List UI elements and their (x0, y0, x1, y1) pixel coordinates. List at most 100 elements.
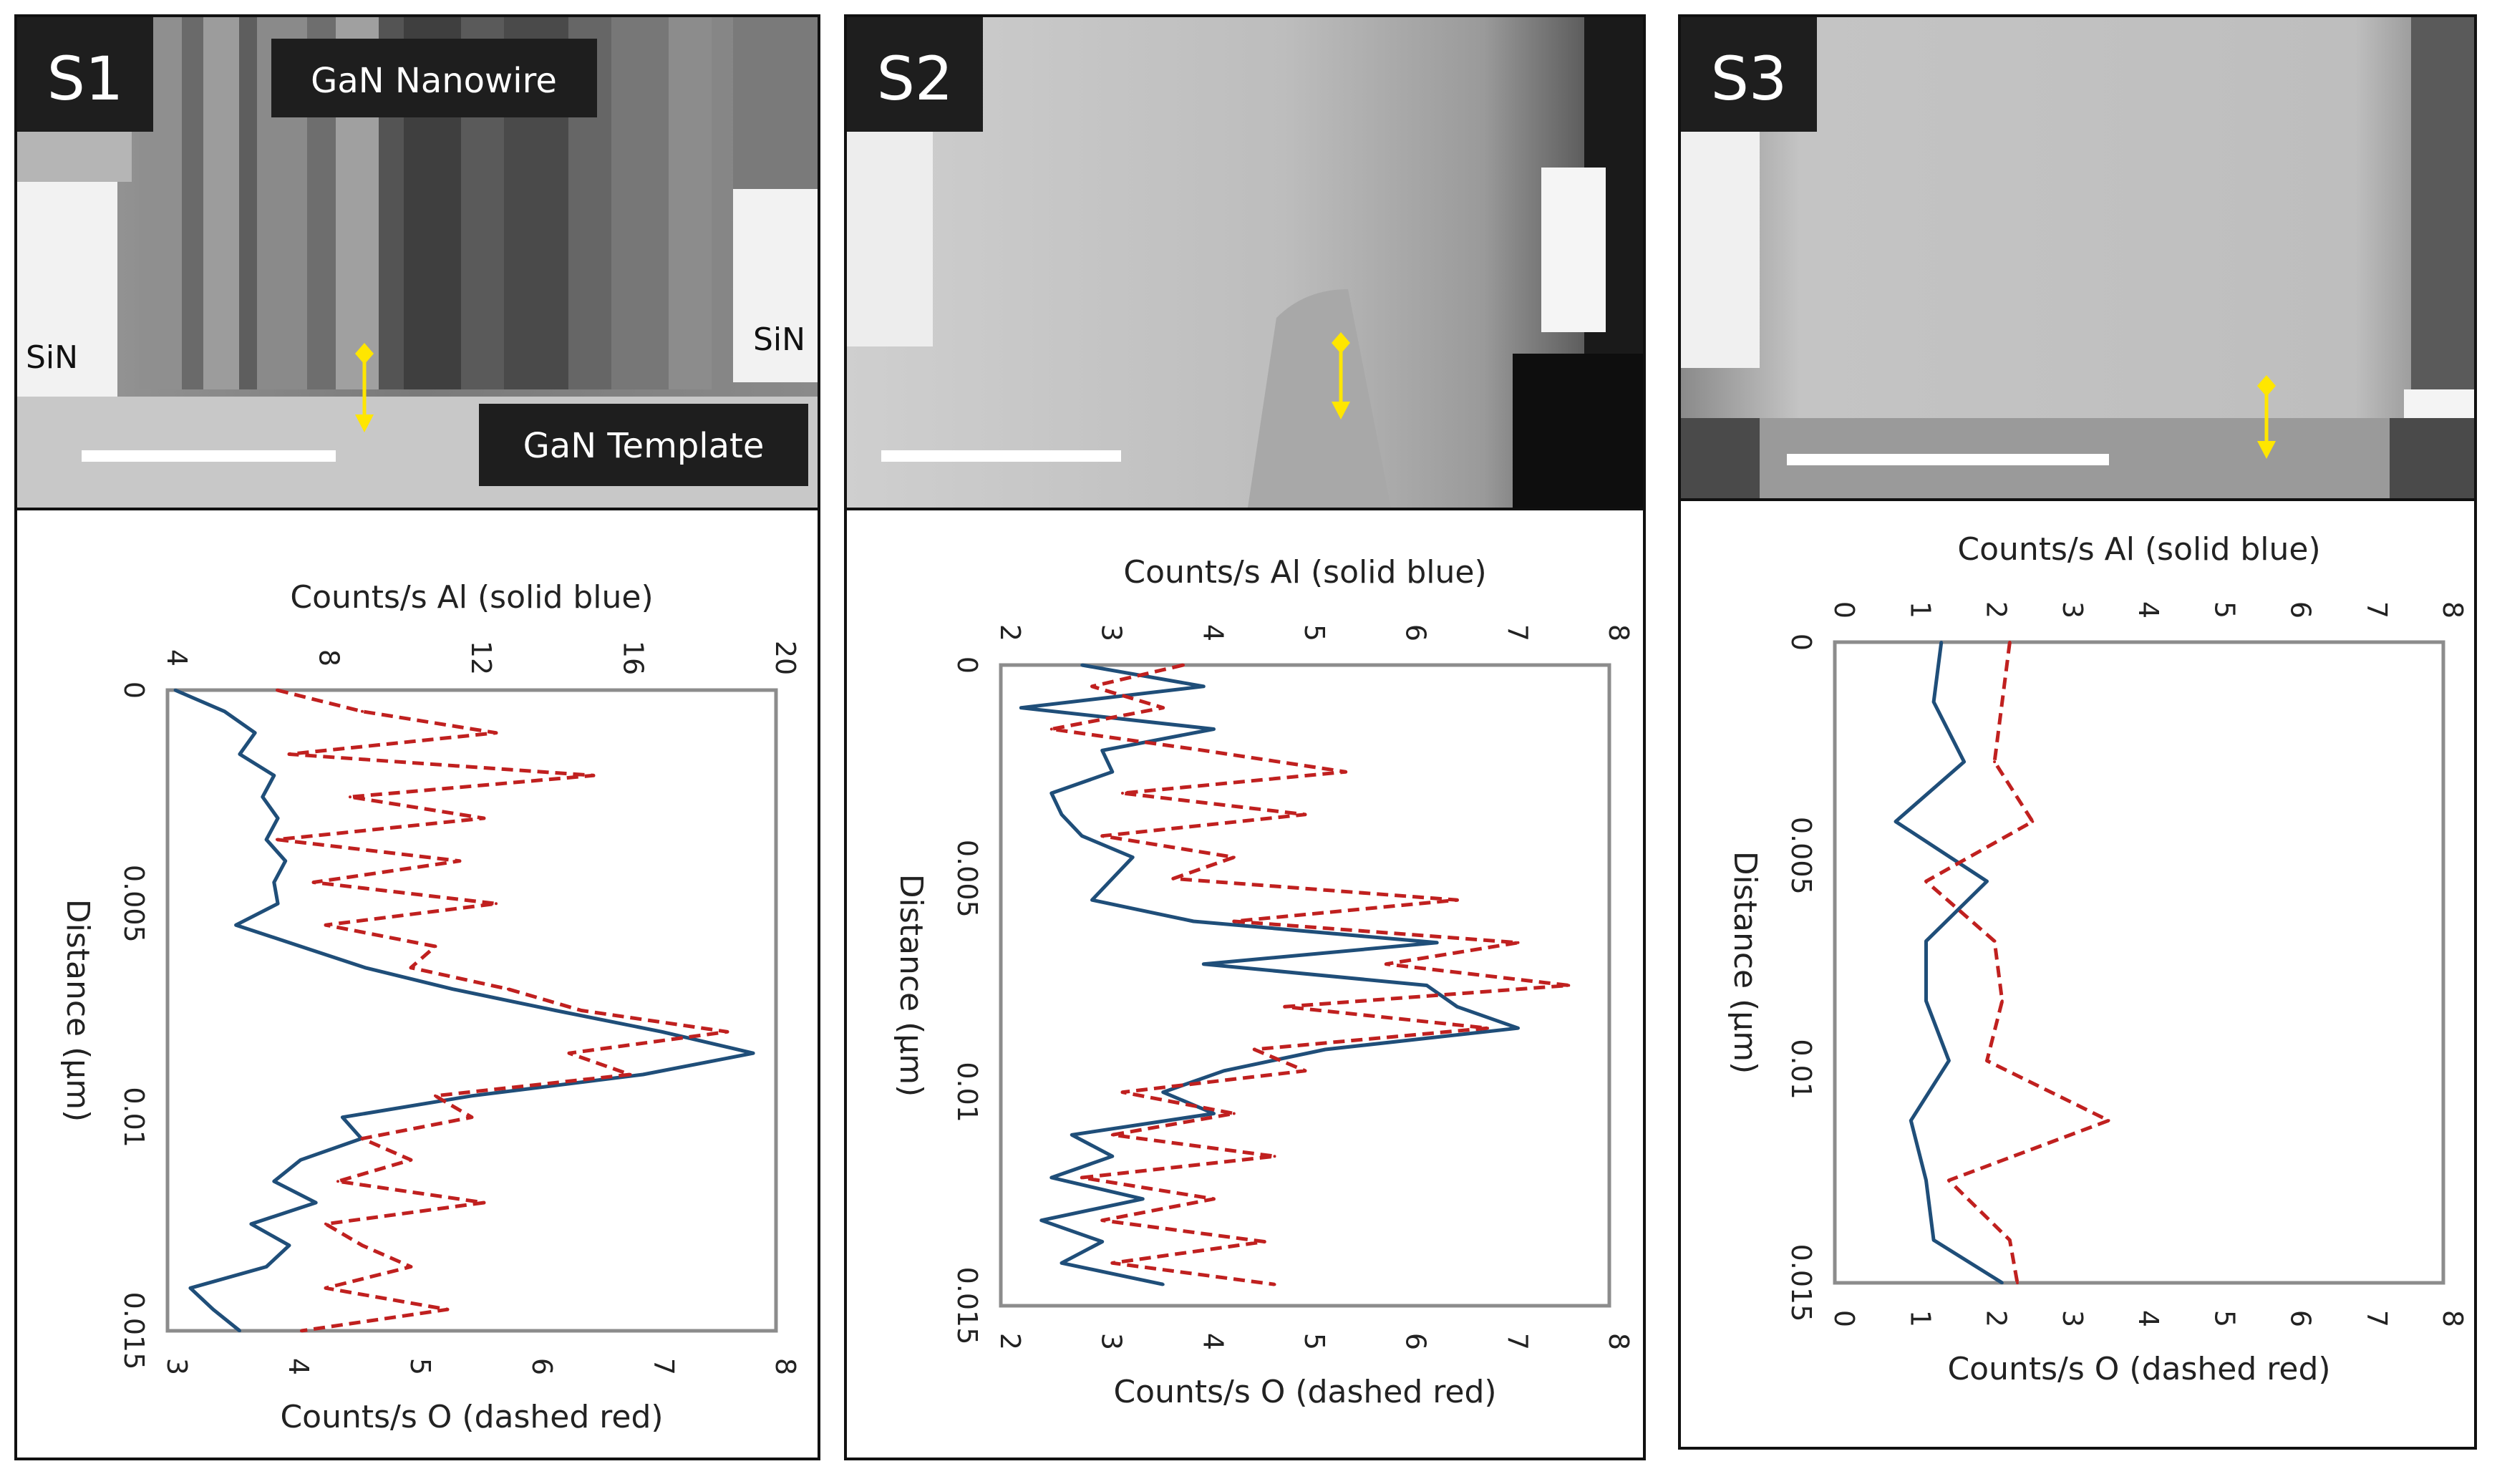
al-tick-label: 8 (1603, 624, 1634, 641)
tem-image-s3: S3 (1681, 17, 2474, 501)
o-data-point (1486, 1027, 1489, 1030)
o-data-point (1273, 1283, 1276, 1286)
o-data-point (568, 1052, 571, 1055)
chart-s3: 0 0.005 0.01 0.015 Distance (µm) 0 1 2 3 4 5 6 7 8 Cou… (1727, 531, 2468, 1387)
distance-axis-label: Distance (µm) (59, 899, 96, 1122)
al-data-point (283, 859, 287, 863)
al-data-point (1070, 1133, 1074, 1137)
o-data-point (1232, 920, 1236, 923)
o-tick-label: 3 (2057, 1310, 2088, 1327)
series-o-line (1924, 641, 2110, 1284)
al-data-point (261, 795, 264, 799)
yellow-arrow-marker (2257, 375, 2276, 459)
o-data-point (1455, 898, 1459, 902)
distance-tick-label: 0.005 (951, 840, 983, 918)
o-data-point (629, 1073, 631, 1076)
panel-label-box (1681, 17, 1817, 132)
o-data-point (1121, 1090, 1124, 1094)
al-data-point (641, 1073, 645, 1076)
o-data-point (1100, 1218, 1104, 1222)
label-box-template (479, 404, 808, 486)
al-tick-label: 5 (1299, 624, 1330, 641)
o-data-point (1110, 1133, 1114, 1137)
series-al-line (1019, 663, 1520, 1286)
o-data-point (312, 881, 315, 884)
o-data-point (324, 1286, 327, 1290)
al-data-point (1909, 1119, 1913, 1122)
o-tick-label: 0 (1828, 1310, 1860, 1327)
o-tick-label: 8 (2437, 1310, 2468, 1327)
al-data-point (1110, 877, 1114, 881)
al-data-point (276, 902, 280, 906)
al-data-point (288, 1243, 291, 1247)
scale-bar (1787, 454, 2109, 465)
o-axis-label: Counts/s O (dashed red) (1113, 1374, 1496, 1410)
o-data-point (2016, 1281, 2019, 1284)
o-data-point (458, 859, 461, 863)
o-tick-label: 2 (1981, 1310, 2012, 1327)
al-tick-label: 12 (465, 641, 497, 675)
distance-tick-label: 0.015 (1785, 1244, 1817, 1322)
al-data-point (211, 1308, 215, 1311)
o-tick-label: 7 (1501, 1333, 1533, 1350)
al-data-point (660, 1030, 664, 1034)
panel-s3: S3 0 0.005 0.01 0.015 Distance (µm) 0 1 2 3 4 5 6 7 8… (1678, 14, 2477, 1450)
al-data-point (272, 1180, 276, 1183)
o-data-point (1182, 664, 1185, 666)
label-box-nanowire (271, 39, 597, 117)
al-data-point (1060, 1261, 1063, 1265)
o-data-point (726, 1030, 729, 1034)
al-data-point (1222, 1069, 1226, 1072)
o-data-point (276, 689, 278, 692)
o-data-point (1171, 877, 1175, 881)
o-data-point (1985, 1059, 1989, 1062)
o-data-point (349, 795, 351, 799)
o-data-point (1161, 706, 1165, 709)
o-tick-label: 8 (770, 1358, 801, 1375)
o-data-point (1100, 834, 1104, 838)
o-tick-label: 6 (1400, 1333, 1432, 1350)
al-data-point (276, 817, 280, 820)
al-data-point (223, 709, 226, 713)
al-data-point (553, 1009, 557, 1012)
o-data-point (2008, 641, 2012, 644)
o-data-point (1344, 770, 1347, 774)
o-data-point (483, 817, 485, 820)
al-tick-label: 7 (2361, 601, 2392, 619)
al-tick-label: 8 (2437, 601, 2468, 619)
tem-image-s3-graphic: S3 (1681, 17, 2474, 498)
al-tick-label: 2 (1981, 601, 2012, 619)
al-tick-label: 4 (1197, 624, 1228, 641)
al-data-point (752, 1052, 755, 1055)
panel-label-s1: S1 (47, 44, 124, 114)
al-data-point (1924, 939, 1928, 943)
al-tick-label: 3 (1096, 624, 1128, 641)
o-data-point (2031, 820, 2035, 823)
o-data-point (495, 731, 498, 734)
o-data-point (1304, 1069, 1306, 1072)
shaded-region (1248, 289, 1391, 508)
al-data-point (1924, 1178, 1928, 1182)
label-sin-left: SiN (26, 339, 78, 376)
panel-s1: S1 GaN Nanowire GaN Template SiN SiN 0 0.… (14, 14, 820, 1460)
o-data-point (1232, 855, 1236, 859)
o-data-point (1049, 727, 1053, 731)
distance-tick-label: 0.005 (1785, 817, 1817, 895)
label-sin-right: SiN (753, 321, 805, 358)
al-data-point (1141, 1197, 1145, 1201)
distance-tick-label: 0.01 (951, 1062, 983, 1122)
o-tick-label: 3 (1096, 1333, 1128, 1350)
al-data-point (173, 689, 177, 692)
al-axis-label: Counts/s Al (solid blue) (290, 579, 653, 616)
al-data-point (1060, 813, 1063, 816)
al-data-point (1435, 941, 1439, 944)
o-tick-label: 1 (1904, 1310, 1936, 1327)
distance-tick-label: 0.015 (951, 1267, 983, 1345)
o-axis-label: Counts/s O (dashed red) (280, 1399, 663, 1435)
scale-bar (881, 450, 1121, 462)
al-data-point (253, 731, 257, 734)
distance-axis-label: Distance (µm) (1727, 851, 1763, 1075)
o-data-point (446, 1308, 449, 1311)
o-tick-label: 4 (283, 1358, 314, 1375)
o-data-point (592, 774, 595, 777)
